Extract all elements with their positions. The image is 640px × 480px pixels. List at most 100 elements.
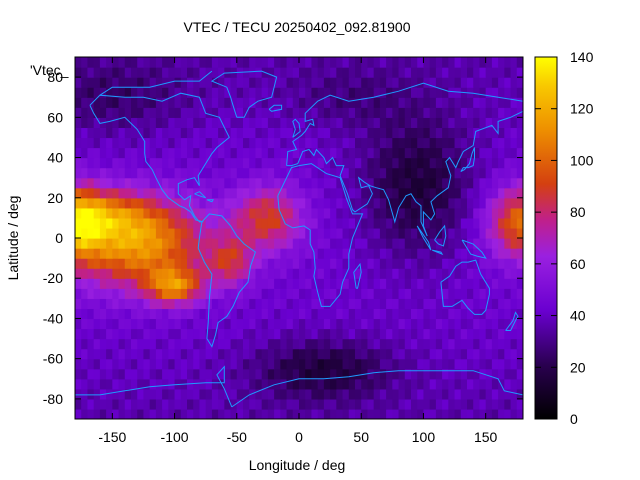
heatmap-cell bbox=[180, 187, 188, 199]
heatmap-cell bbox=[93, 227, 101, 239]
heatmap-cell bbox=[361, 67, 369, 78]
heatmap-cell bbox=[267, 368, 275, 380]
heatmap-cell bbox=[224, 378, 232, 390]
heatmap-cell bbox=[460, 187, 468, 199]
heatmap-cell bbox=[336, 117, 344, 128]
heatmap-cell bbox=[367, 308, 375, 320]
chart-title: VTEC / TECU 20250402_092.81900 bbox=[183, 19, 410, 35]
heatmap-cell bbox=[131, 308, 138, 320]
y-tick-label: -60 bbox=[43, 351, 63, 367]
heatmap-cell bbox=[267, 238, 275, 249]
heatmap-cell bbox=[485, 157, 493, 169]
heatmap-cell bbox=[299, 378, 306, 390]
heatmap-cell bbox=[460, 167, 468, 179]
heatmap-cell bbox=[199, 258, 207, 269]
heatmap-cell bbox=[168, 107, 176, 118]
heatmap-cell bbox=[131, 388, 138, 400]
heatmap-cell bbox=[404, 147, 412, 159]
heatmap-cell bbox=[205, 278, 213, 289]
heatmap-cell bbox=[81, 328, 89, 340]
heatmap-cell bbox=[299, 248, 306, 259]
heatmap-cell bbox=[155, 258, 163, 269]
heatmap-cell bbox=[106, 278, 113, 289]
heatmap-cell bbox=[162, 147, 169, 159]
heatmap-cell bbox=[392, 157, 400, 169]
heatmap-cell bbox=[131, 408, 138, 419]
heatmap-cell bbox=[162, 238, 169, 249]
heatmap-cell bbox=[168, 187, 176, 199]
heatmap-cell bbox=[336, 227, 344, 239]
heatmap-cell bbox=[317, 338, 325, 350]
heatmap-cell bbox=[355, 137, 362, 149]
heatmap-cell bbox=[87, 378, 95, 390]
heatmap-cell bbox=[106, 378, 113, 390]
heatmap-cell bbox=[342, 378, 350, 390]
heatmap-cell bbox=[267, 227, 275, 239]
heatmap-cell bbox=[386, 227, 393, 239]
heatmap-cell bbox=[373, 117, 381, 128]
heatmap-cell bbox=[280, 137, 288, 149]
heatmap-cell bbox=[342, 87, 350, 98]
heatmap-cell bbox=[305, 308, 313, 320]
heatmap-cell bbox=[286, 248, 294, 259]
heatmap-cell bbox=[342, 358, 350, 370]
heatmap-cell bbox=[317, 388, 325, 400]
heatmap-cell bbox=[155, 378, 163, 390]
heatmap-cell bbox=[491, 308, 499, 320]
heatmap-cell bbox=[118, 268, 126, 279]
heatmap-cell bbox=[311, 197, 319, 209]
heatmap-cell bbox=[429, 248, 437, 259]
heatmap-cell bbox=[435, 288, 443, 299]
heatmap-cell bbox=[230, 207, 238, 219]
heatmap-cell bbox=[267, 77, 275, 88]
heatmap-cell bbox=[211, 398, 219, 410]
heatmap-cell bbox=[423, 167, 431, 179]
heatmap-cell bbox=[93, 157, 101, 169]
y-axis-label: Latitude / deg bbox=[5, 196, 21, 281]
heatmap-cell bbox=[162, 388, 169, 400]
heatmap-cell bbox=[224, 238, 232, 249]
heatmap-cell bbox=[479, 167, 487, 179]
heatmap-cell bbox=[93, 268, 101, 279]
heatmap-cell bbox=[93, 308, 101, 320]
heatmap-cell bbox=[467, 107, 474, 118]
heatmap-cell bbox=[299, 398, 306, 410]
y-tick-label: -80 bbox=[43, 391, 63, 407]
heatmap-cell bbox=[479, 358, 487, 370]
heatmap-cell bbox=[131, 238, 138, 249]
heatmap-cell bbox=[131, 258, 138, 269]
heatmap-cell bbox=[411, 348, 418, 360]
heatmap-cell bbox=[187, 217, 194, 229]
heatmap-cell bbox=[155, 157, 163, 169]
heatmap-cell bbox=[429, 127, 437, 139]
heatmap-cell bbox=[485, 248, 493, 259]
heatmap-cell bbox=[211, 288, 219, 299]
heatmap-cell bbox=[479, 117, 487, 128]
heatmap-cell bbox=[99, 238, 107, 249]
heatmap-cell bbox=[193, 117, 201, 128]
heatmap-cell bbox=[336, 248, 344, 259]
heatmap-cell bbox=[299, 388, 306, 400]
heatmap-cell bbox=[211, 278, 219, 289]
heatmap-cell bbox=[261, 318, 269, 330]
heatmap-cell bbox=[392, 207, 400, 219]
heatmap-cell bbox=[398, 298, 406, 309]
heatmap-cell bbox=[491, 137, 499, 149]
heatmap-cell bbox=[224, 127, 232, 139]
heatmap-cell bbox=[75, 308, 82, 320]
heatmap-cell bbox=[131, 97, 138, 108]
heatmap-cell bbox=[274, 358, 281, 370]
heatmap-cell bbox=[106, 137, 113, 149]
heatmap-cell bbox=[193, 308, 201, 320]
heatmap-cell bbox=[498, 107, 505, 118]
heatmap-cell bbox=[93, 67, 101, 78]
heatmap-cell bbox=[75, 177, 82, 189]
heatmap-cell bbox=[249, 107, 257, 118]
heatmap-cell bbox=[75, 217, 82, 229]
heatmap-cell bbox=[280, 398, 288, 410]
heatmap-cell bbox=[274, 147, 281, 159]
heatmap-cell bbox=[286, 177, 294, 189]
heatmap-cell bbox=[87, 217, 95, 229]
heatmap-cell bbox=[112, 388, 120, 400]
heatmap-cell bbox=[373, 268, 381, 279]
